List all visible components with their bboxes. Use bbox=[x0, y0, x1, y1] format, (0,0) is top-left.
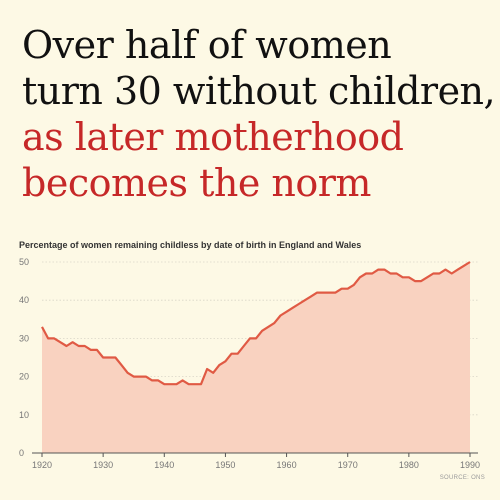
headline-line-2: turn 30 without children, bbox=[22, 69, 496, 113]
y-tick-label-0: 0 bbox=[19, 448, 24, 458]
x-tick-label-1950: 1950 bbox=[215, 460, 235, 470]
headline: Over half of women turn 30 without child… bbox=[22, 22, 496, 206]
y-tick-label-20: 20 bbox=[19, 372, 29, 382]
x-tick-label-1960: 1960 bbox=[277, 460, 297, 470]
x-tick-label-1970: 1970 bbox=[338, 460, 358, 470]
y-tick-label-30: 30 bbox=[19, 333, 29, 343]
headline-line-1: Over half of women bbox=[22, 23, 392, 67]
y-tick-label-50: 50 bbox=[19, 257, 29, 267]
series-area bbox=[42, 262, 470, 453]
chart-title: Percentage of women remaining childless … bbox=[19, 240, 362, 250]
headline-line-4: becomes the norm bbox=[22, 161, 371, 205]
source-note: SOURCE: ONS bbox=[439, 475, 485, 481]
y-tick-label-10: 10 bbox=[19, 410, 29, 420]
y-tick-label-40: 40 bbox=[19, 295, 29, 305]
x-tick-label-1980: 1980 bbox=[399, 460, 419, 470]
x-tick-label-1990: 1990 bbox=[460, 460, 480, 470]
x-tick-label-1930: 1930 bbox=[93, 460, 113, 470]
series-line bbox=[41, 261, 471, 386]
x-tick-label-1940: 1940 bbox=[154, 460, 174, 470]
headline-line-3: as later motherhood bbox=[22, 115, 404, 159]
x-tick-label-1920: 1920 bbox=[32, 460, 52, 470]
